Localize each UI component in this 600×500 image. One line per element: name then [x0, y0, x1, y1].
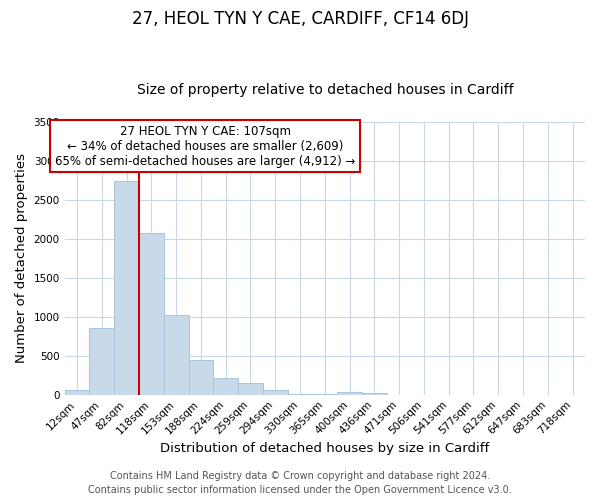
Bar: [337, 392, 362, 394]
Bar: [263, 390, 287, 394]
Bar: [114, 181, 139, 394]
Bar: [164, 315, 188, 394]
Bar: [362, 393, 387, 394]
Title: Size of property relative to detached houses in Cardiff: Size of property relative to detached ho…: [137, 83, 513, 97]
Text: 27 HEOL TYN Y CAE: 107sqm
← 34% of detached houses are smaller (2,609)
65% of se: 27 HEOL TYN Y CAE: 107sqm ← 34% of detac…: [55, 124, 355, 168]
X-axis label: Distribution of detached houses by size in Cardiff: Distribution of detached houses by size …: [160, 442, 490, 455]
Text: Contains HM Land Registry data © Crown copyright and database right 2024.
Contai: Contains HM Land Registry data © Crown c…: [88, 471, 512, 495]
Text: 27, HEOL TYN Y CAE, CARDIFF, CF14 6DJ: 27, HEOL TYN Y CAE, CARDIFF, CF14 6DJ: [131, 10, 469, 28]
Bar: [89, 328, 114, 394]
Bar: [139, 234, 164, 394]
Bar: [238, 384, 263, 394]
Bar: [65, 390, 89, 394]
Bar: [214, 378, 238, 394]
Bar: [188, 360, 214, 394]
Y-axis label: Number of detached properties: Number of detached properties: [15, 154, 28, 364]
